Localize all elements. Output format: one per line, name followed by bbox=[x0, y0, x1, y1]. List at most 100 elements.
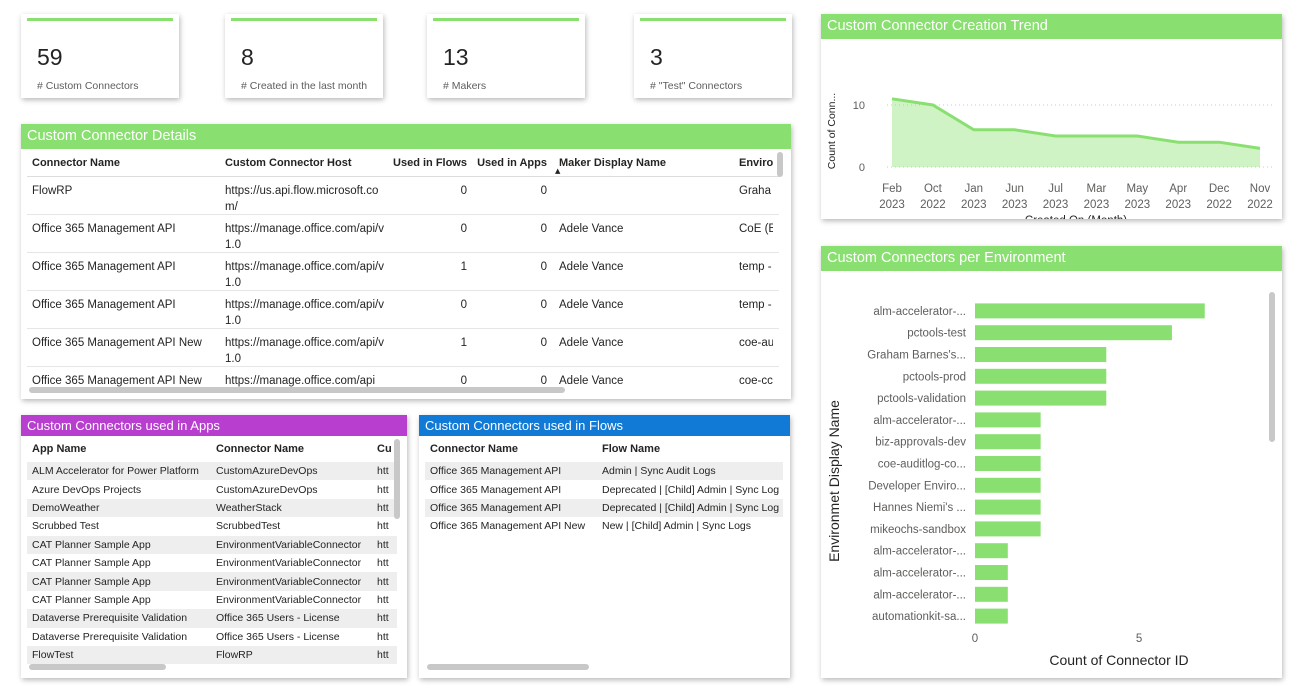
x-tick-label: 2023 bbox=[1084, 199, 1110, 211]
cell-app-name: DemoWeather bbox=[32, 501, 100, 514]
col-header-environment[interactable]: Enviro bbox=[739, 156, 773, 169]
table-row[interactable]: CAT Planner Sample App EnvironmentVariabl… bbox=[27, 572, 397, 591]
x-tick-label: 2022 bbox=[1206, 199, 1232, 211]
bar bbox=[975, 499, 1041, 515]
bar bbox=[975, 586, 1008, 602]
table-row[interactable]: Office 365 Management API https://manage.… bbox=[27, 253, 779, 291]
x-tick-label: 2023 bbox=[1043, 199, 1069, 211]
cell-connector-name: Office 365 Management API New bbox=[32, 375, 202, 387]
vertical-scrollbar[interactable] bbox=[777, 152, 783, 177]
table-row[interactable]: Office 365 Management API Deprecated | [C… bbox=[425, 480, 783, 499]
x-tick-label: 2023 bbox=[1125, 199, 1151, 211]
col-header-connector-name[interactable]: Connector Name bbox=[32, 156, 121, 169]
kpi-value: 8 bbox=[241, 44, 254, 70]
col-header-host[interactable]: Custom Connector Host bbox=[225, 156, 352, 169]
table-row[interactable]: FlowRP https://us.api.flow.microsoft.com/… bbox=[27, 177, 779, 215]
cell-maker: Adele Vance bbox=[559, 299, 624, 311]
table-row[interactable]: Office 365 Management API https://manage.… bbox=[27, 291, 779, 329]
category-label: biz-approvals-dev bbox=[875, 437, 966, 449]
creation-trend-chart[interactable]: 0 10 Feb 2023 Oct 2022 Jan 2023 Jun 2023 Jul 2023 Ma… bbox=[821, 39, 1282, 219]
connectors-per-environment-panel[interactable]: Custom Connectors per Environment alm-ac… bbox=[821, 246, 1282, 678]
apps-table[interactable]: App Name Connector Name Cu ALM Accelerat… bbox=[27, 436, 397, 665]
col-header-flow-name[interactable]: Flow Name bbox=[602, 443, 661, 455]
table-row[interactable]: ALM Accelerator for Power Platform Custom… bbox=[27, 462, 397, 481]
connector-details-panel[interactable]: Custom Connector Details Connector Name … bbox=[21, 124, 791, 399]
flows-table[interactable]: Connector Name Flow Name Office 365 Mana… bbox=[425, 436, 783, 536]
category-label: alm-accelerator-... bbox=[873, 546, 966, 558]
cell-custom: htt bbox=[377, 575, 389, 588]
cell-connector-name: Office 365 Management API bbox=[430, 483, 562, 496]
category-label: Hannes Niemi's ... bbox=[873, 502, 966, 514]
cell-used-in-flows: 0 bbox=[460, 185, 467, 197]
x-tick-label: Nov bbox=[1250, 183, 1271, 195]
y-tick-label: 10 bbox=[853, 100, 865, 112]
card-accent-bar bbox=[27, 18, 173, 21]
vertical-scrollbar[interactable] bbox=[394, 439, 400, 519]
table-row[interactable]: CAT Planner Sample App EnvironmentVariabl… bbox=[27, 590, 397, 610]
cell-connector-name: Office 365 Users - License bbox=[216, 630, 340, 643]
vertical-scrollbar[interactable] bbox=[1269, 292, 1275, 442]
kpi-card-created-last-month[interactable]: 8 # Created in the last month bbox=[225, 14, 383, 98]
table-row[interactable]: Office 365 Management API https://manage.… bbox=[27, 215, 779, 253]
table-row[interactable]: Office 365 Management API Admin | Sync Au… bbox=[425, 462, 783, 481]
kpi-card-makers[interactable]: 13 # Makers bbox=[427, 14, 585, 98]
connectors-in-flows-panel[interactable]: Custom Connectors used in Flows Connecto… bbox=[419, 415, 790, 678]
table-row[interactable]: Scrubbed Test ScrubbedTest htt bbox=[27, 517, 397, 536]
trend-line bbox=[891, 97, 1261, 150]
bar bbox=[975, 434, 1041, 450]
table-row[interactable]: Office 365 Management API New https://man… bbox=[27, 329, 779, 367]
cell-host: https://manage.office.com/api/v1.0 bbox=[225, 299, 384, 327]
cell-app-name: Azure DevOps Projects bbox=[32, 483, 142, 496]
x-tick-label: 2022 bbox=[920, 199, 946, 211]
col-header-custom[interactable]: Cu bbox=[377, 443, 392, 455]
connectors-in-apps-panel[interactable]: Custom Connectors used in Apps App Name … bbox=[21, 415, 407, 678]
table-row[interactable]: Office 365 Management API New New | [Chil… bbox=[425, 517, 783, 536]
x-tick-label: 5 bbox=[1136, 633, 1142, 645]
col-header-used-in-flows[interactable]: Used in Flows bbox=[393, 156, 467, 169]
table-row[interactable]: CAT Planner Sample App EnvironmentVariabl… bbox=[27, 553, 397, 573]
col-header-maker[interactable]: Maker Display Name bbox=[559, 156, 666, 169]
card-accent-bar bbox=[231, 18, 377, 21]
horizontal-scrollbar[interactable] bbox=[29, 387, 565, 393]
cell-custom: htt bbox=[377, 483, 389, 496]
x-tick-label: 2023 bbox=[1002, 199, 1028, 211]
bar bbox=[975, 565, 1008, 580]
cell-maker bbox=[551, 183, 733, 214]
cell-used-in-apps: 0 bbox=[540, 185, 547, 197]
horizontal-scrollbar[interactable] bbox=[427, 664, 589, 670]
table-row[interactable]: Office 365 Management API Deprecated | [C… bbox=[425, 498, 783, 518]
connectors-per-environment-chart[interactable]: alm-accelerator-... pctools-test Graham Ba… bbox=[821, 271, 1282, 678]
category-label: pctools-prod bbox=[903, 371, 966, 383]
col-header-connector-name[interactable]: Connector Name bbox=[430, 443, 519, 455]
table-row[interactable]: Dataverse Prerequisite Validation Office … bbox=[27, 627, 397, 646]
kpi-card-custom-connectors[interactable]: 59 # Custom Connectors bbox=[21, 14, 179, 98]
cell-used-in-apps: 0 bbox=[540, 337, 547, 349]
panel-title: Custom Connector Details bbox=[21, 124, 791, 149]
col-header-app-name[interactable]: App Name bbox=[32, 443, 87, 455]
table-row[interactable]: Azure DevOps Projects CustomAzureDevOps ht… bbox=[27, 480, 397, 499]
col-header-connector-name[interactable]: Connector Name bbox=[216, 443, 305, 455]
x-tick-label: 2023 bbox=[961, 199, 987, 211]
cell-connector-name: Office 365 Management API New bbox=[430, 520, 586, 533]
details-table[interactable]: Connector Name Custom Connector Host Use… bbox=[27, 149, 779, 399]
table-row[interactable]: Dataverse Prerequisite Validation Office … bbox=[27, 609, 397, 628]
cell-flow-name: Deprecated | [Child] Admin | Sync Log bbox=[602, 501, 780, 514]
col-header-used-in-apps[interactable]: Used in Apps bbox=[477, 156, 547, 169]
table-row[interactable]: CAT Planner Sample App EnvironmentVariabl… bbox=[27, 535, 397, 554]
bar bbox=[975, 390, 1107, 406]
horizontal-scrollbar[interactable] bbox=[29, 664, 166, 670]
kpi-card-test-connectors[interactable]: 3 # "Test" Connectors bbox=[634, 14, 792, 98]
table-row[interactable]: Office 365 Management API New https://man… bbox=[27, 367, 779, 399]
cell-used-in-flows: 0 bbox=[460, 375, 467, 387]
cell-connector-name: ScrubbedTest bbox=[216, 520, 281, 533]
kpi-value: 3 bbox=[650, 44, 663, 70]
cell-used-in-flows: 1 bbox=[460, 261, 467, 273]
cell-connector-name: EnvironmentVariableConnector bbox=[216, 538, 362, 551]
cell-used-in-flows: 0 bbox=[460, 223, 467, 235]
creation-trend-panel[interactable]: Custom Connector Creation Trend 0 10 Feb 20… bbox=[821, 14, 1282, 219]
x-tick-label: 2022 bbox=[1247, 199, 1273, 211]
cell-connector-name: Office 365 Management API bbox=[32, 223, 176, 235]
table-row[interactable]: FlowTest FlowRP htt bbox=[27, 645, 397, 665]
kpi-label: # Custom Connectors bbox=[37, 80, 139, 92]
table-row[interactable]: DemoWeather WeatherStack htt bbox=[27, 498, 397, 518]
